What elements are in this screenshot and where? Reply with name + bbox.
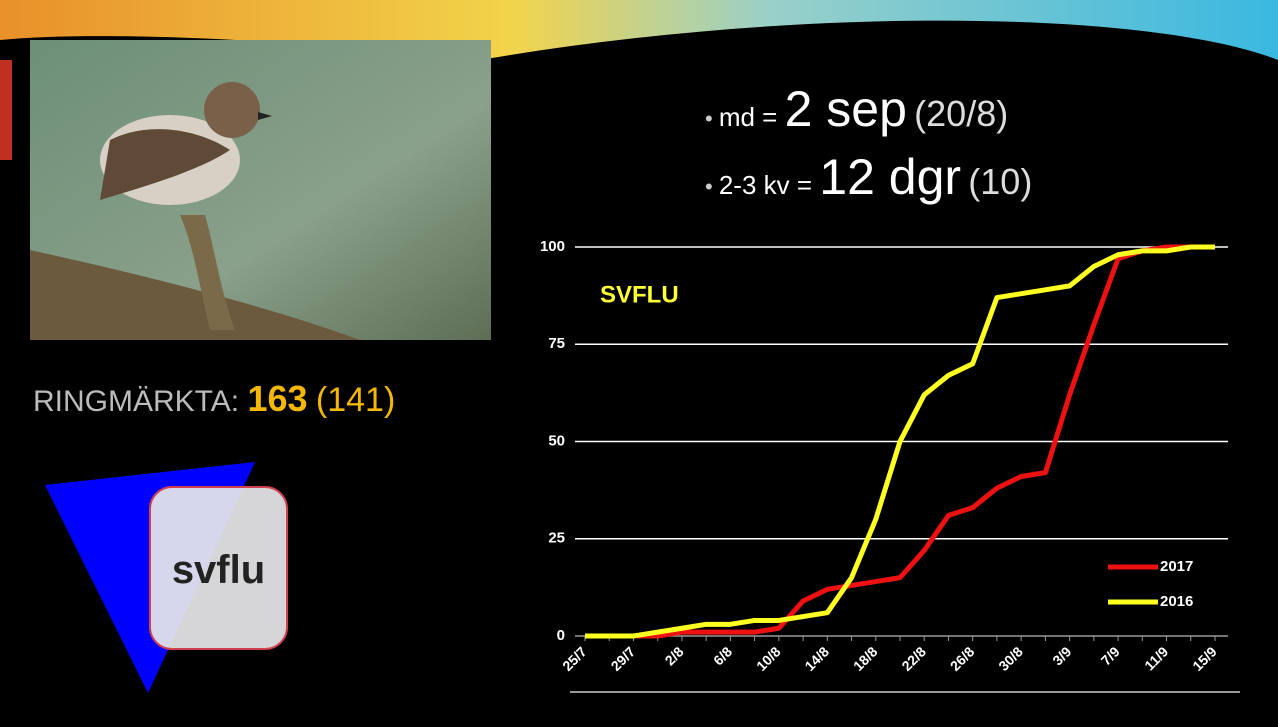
label: md = — [718, 102, 778, 132]
y-tick-label: 100 — [540, 238, 565, 255]
x-tick-label: 15/9 — [1189, 643, 1220, 674]
stat-line: md = 2 sep (20/8) — [705, 80, 1008, 138]
value: 12 dgr — [819, 149, 962, 205]
prev: (10) — [968, 161, 1033, 202]
y-tick-label: 50 — [548, 432, 565, 449]
series-line — [585, 244, 1215, 639]
x-tick-label: 7/9 — [1098, 643, 1123, 668]
ringed: RINGMÄRKTA: 163 (141) — [33, 378, 395, 420]
x-tick-label: 11/9 — [1141, 643, 1171, 673]
prev: (20/8) — [914, 93, 1009, 134]
box — [149, 486, 288, 650]
x-tick-label: 14/8 — [801, 643, 832, 674]
x-tick-label: 29/7 — [608, 643, 639, 674]
x-tick-label: 10/8 — [753, 643, 784, 674]
count: 163 — [247, 378, 308, 419]
label: 2-3 kv = — [718, 170, 813, 200]
side-band — [0, 60, 12, 160]
y-tick-label: 75 — [548, 335, 565, 352]
x-tick-label: 6/8 — [710, 643, 735, 668]
prev: (141) — [315, 381, 396, 419]
chart-title: SVFLU — [600, 281, 679, 308]
y-tick-label: 0 — [557, 627, 565, 644]
x-tick-label: 3/9 — [1049, 643, 1074, 668]
legend-label: 2016 — [1160, 593, 1193, 610]
y-tick-label: 25 — [548, 530, 565, 547]
stat-line: 2-3 kv = 12 dgr (10) — [705, 148, 1033, 206]
series-line — [585, 244, 1215, 639]
legend-label: 2017 — [1160, 558, 1193, 575]
value: 2 sep — [784, 81, 907, 137]
x-tick-label: 2/8 — [662, 643, 687, 668]
label: RINGMÄRKTA: — [33, 385, 240, 418]
branch — [30, 250, 360, 340]
x-tick-label: 18/8 — [850, 643, 881, 674]
x-tick-label: 30/8 — [995, 643, 1026, 674]
x-tick-label: 25/7 — [559, 643, 590, 674]
x-tick-label: 22/8 — [898, 643, 929, 674]
species-code: svflu — [171, 548, 266, 592]
x-tick-label: 26/8 — [947, 643, 978, 674]
